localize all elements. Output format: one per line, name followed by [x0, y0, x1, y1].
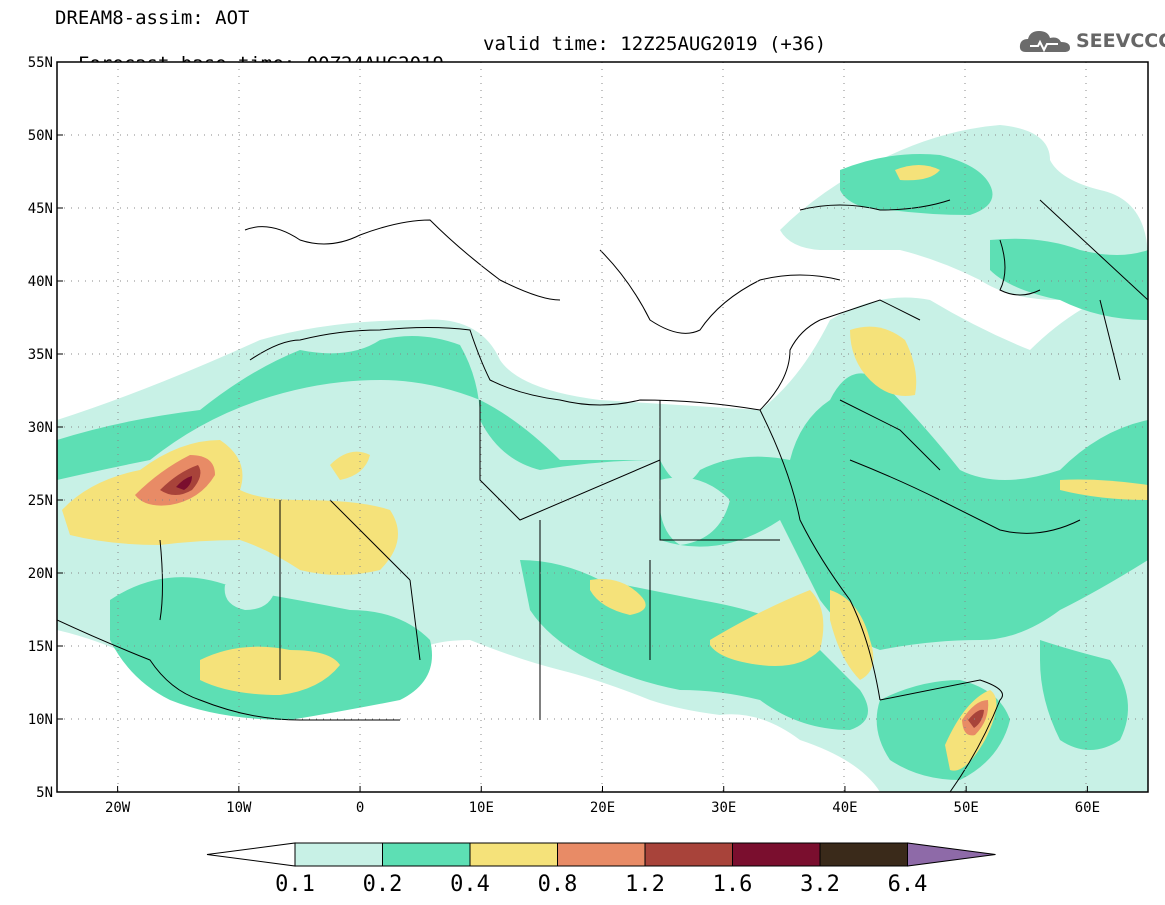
lat-tick-label: 55N — [28, 55, 53, 71]
colorbar-label: 0.8 — [537, 872, 578, 897]
lon-tick-label: 20W — [105, 800, 131, 816]
colorbar-label: 0.4 — [450, 872, 490, 897]
colorbar-box — [469, 842, 558, 867]
colorbar-label: 0.1 — [275, 872, 315, 897]
valid-time: valid time: 12Z25AUG2019 (+36) — [483, 33, 827, 55]
lon-tick-label: 30E — [711, 800, 736, 816]
lat-tick-label: 35N — [28, 347, 53, 363]
lon-tick-label: 40E — [832, 800, 857, 816]
lat-tick-label: 30N — [28, 420, 53, 436]
lon-axis: 20W 10W 0 10E 20E 30E 40E 50E 60E — [105, 786, 1100, 816]
colorbar-label: 0.2 — [362, 872, 403, 897]
lat-tick-label: 50N — [28, 128, 53, 144]
lon-tick-label: 10W — [226, 800, 252, 816]
lat-tick-label: 25N — [28, 493, 53, 509]
lat-tick-label: 5N — [36, 785, 53, 801]
lat-tick-label: 20N — [28, 566, 53, 582]
colorbar-box — [732, 842, 821, 867]
lon-tick-label: 0 — [356, 800, 364, 816]
lat-axis: 5N 10N 15N 20N 25N 30N 35N 40N 45N 50N 55N — [28, 55, 63, 801]
map-grid — [57, 62, 1148, 792]
colorbar-box — [557, 842, 646, 867]
logo-text: SEEVCCC — [1076, 30, 1165, 52]
colorbar-box — [294, 842, 383, 867]
colorbar-box — [382, 842, 471, 867]
colorbar-label: 1.6 — [712, 872, 753, 897]
colorbar-over-triangle — [907, 842, 996, 867]
colorbar — [206, 842, 996, 867]
cloud-logo-icon — [1019, 31, 1070, 53]
colorbar-label: 6.4 — [887, 872, 928, 897]
lat-tick-label: 10N — [28, 712, 53, 728]
lat-tick-label: 15N — [28, 639, 53, 655]
colorbar-under-triangle — [206, 842, 296, 867]
colorbar-box — [644, 842, 733, 867]
map-title: DREAM8-assim: AOT — [55, 7, 250, 29]
lat-tick-label: 45N — [28, 201, 53, 217]
lon-tick-label: 50E — [954, 800, 979, 816]
seevccc-logo: SEEVCCC — [1018, 26, 1165, 56]
colorbar-label: 1.2 — [625, 872, 665, 897]
lon-tick-label: 10E — [469, 800, 494, 816]
lon-tick-label: 60E — [1075, 800, 1100, 816]
lon-tick-label: 20E — [590, 800, 615, 816]
colorbar-label: 3.2 — [800, 872, 840, 897]
colorbar-box — [819, 842, 908, 867]
lat-tick-label: 40N — [28, 274, 53, 290]
coastlines — [57, 199, 1148, 792]
